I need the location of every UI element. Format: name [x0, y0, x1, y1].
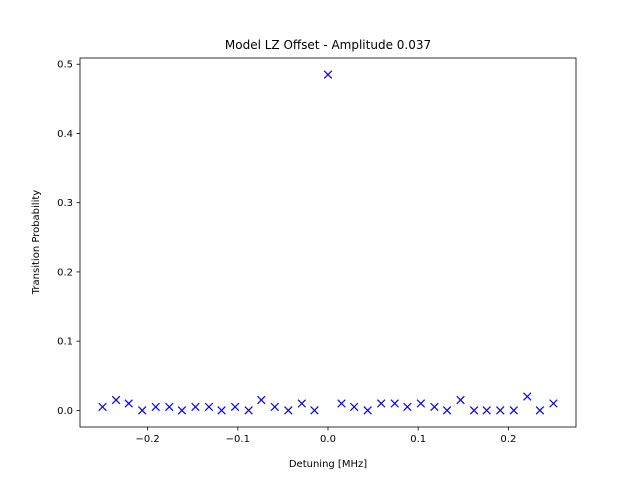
data-point	[177, 406, 187, 415]
data-point	[390, 399, 399, 408]
data-point	[482, 406, 491, 415]
x-tick-label: 0.2	[500, 434, 516, 445]
data-point	[430, 402, 439, 412]
data-point	[349, 402, 359, 412]
data-point	[323, 70, 333, 79]
y-axis-label: Transition Probability	[31, 190, 42, 295]
x-axis-label: Detuning [MHz]	[289, 459, 367, 470]
chart-title: Model LZ Offset - Amplitude 0.037	[225, 38, 431, 52]
x-tick-label: 0.0	[320, 434, 336, 445]
data-point	[191, 402, 200, 412]
data-point	[376, 399, 386, 408]
data-point	[456, 395, 465, 405]
y-tick-label: 0.3	[57, 198, 73, 209]
data-point	[535, 406, 545, 415]
data-point	[230, 402, 240, 412]
data-point	[523, 392, 532, 401]
data-point	[442, 406, 452, 415]
x-axis: −0.2 −0.1 0.0 0.1 0.2	[135, 427, 516, 445]
data-point	[509, 406, 518, 415]
data-point	[284, 406, 293, 415]
y-tick-label: 0.2	[57, 267, 73, 278]
data-point	[217, 406, 226, 415]
data-point	[98, 402, 107, 412]
data-point	[111, 395, 121, 405]
data-point	[416, 399, 426, 408]
data-point	[138, 406, 147, 415]
data-point	[496, 406, 505, 415]
data-point	[310, 406, 319, 415]
x-tick-label: −0.2	[135, 434, 159, 445]
data-point	[403, 402, 412, 412]
x-tick-label: 0.1	[410, 434, 426, 445]
data-point	[363, 406, 372, 415]
data-point	[244, 406, 253, 415]
y-tick-label: 0.4	[57, 129, 73, 140]
x-tick-label: −0.1	[226, 434, 250, 445]
y-tick-label: 0.1	[57, 337, 73, 348]
y-axis: 0.0 0.1 0.2 0.3 0.4 0.5	[57, 60, 80, 417]
data-point	[337, 399, 346, 408]
data-point	[270, 402, 280, 412]
data-points	[98, 70, 558, 415]
y-tick-label: 0.5	[57, 60, 73, 71]
data-point	[257, 395, 266, 405]
data-point	[151, 402, 160, 412]
data-point	[549, 399, 558, 408]
data-point	[165, 402, 174, 412]
data-point	[297, 399, 307, 408]
y-tick-label: 0.0	[57, 406, 73, 417]
data-point	[204, 402, 214, 412]
data-point	[469, 406, 479, 415]
data-point	[124, 399, 133, 408]
